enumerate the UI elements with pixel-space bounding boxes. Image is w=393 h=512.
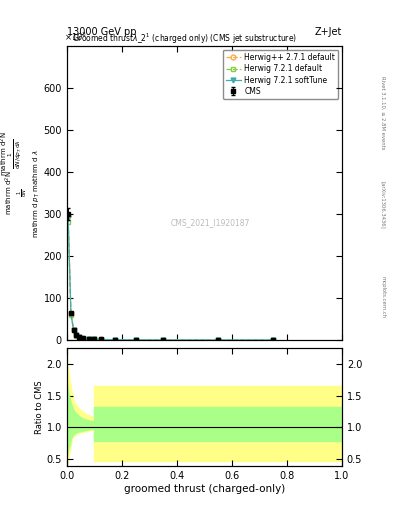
Herwig 7.2.1 default [133, 337, 138, 343]
Herwig 7.2.1 softTune [113, 336, 118, 343]
Herwig 7.2.1 default [113, 336, 118, 343]
Herwig++ 2.7.1 default [271, 337, 275, 343]
Herwig++ 2.7.1 default [99, 336, 104, 343]
Herwig++ 2.7.1 default [133, 337, 138, 343]
Herwig 7.2.1 softTune [72, 327, 76, 333]
Legend: Herwig++ 2.7.1 default, Herwig 7.2.1 default, Herwig 7.2.1 softTune, CMS: Herwig++ 2.7.1 default, Herwig 7.2.1 def… [223, 50, 338, 99]
Herwig 7.2.1 softTune [74, 332, 79, 338]
Herwig 7.2.1 default [68, 312, 73, 318]
Line: Herwig++ 2.7.1 default: Herwig++ 2.7.1 default [66, 214, 275, 343]
Herwig 7.2.1 default [77, 334, 82, 340]
Herwig 7.2.1 softTune [216, 337, 220, 343]
Herwig++ 2.7.1 default [72, 327, 76, 333]
Herwig 7.2.1 softTune [161, 337, 165, 343]
Herwig++ 2.7.1 default [66, 213, 71, 219]
Herwig++ 2.7.1 default [216, 337, 220, 343]
Herwig 7.2.1 softTune [133, 337, 138, 343]
Text: $\frac{1}{\mathrm{d}N/\mathrm{d}p_T\,\mathrm{d}\lambda}$: $\frac{1}{\mathrm{d}N/\mathrm{d}p_T\,\ma… [7, 138, 24, 169]
Herwig++ 2.7.1 default [68, 311, 73, 317]
Herwig 7.2.1 softTune [86, 336, 91, 342]
Herwig 7.2.1 softTune [81, 335, 86, 342]
Text: Rivet 3.1.10, ≥ 2.8M events: Rivet 3.1.10, ≥ 2.8M events [381, 76, 386, 150]
Herwig 7.2.1 default [99, 336, 104, 343]
Y-axis label: Ratio to CMS: Ratio to CMS [35, 380, 44, 434]
Herwig 7.2.1 default [92, 336, 97, 343]
Herwig 7.2.1 default [161, 337, 165, 343]
Text: Z+Jet: Z+Jet [314, 27, 342, 37]
Herwig 7.2.1 default [72, 327, 76, 333]
Herwig++ 2.7.1 default [113, 336, 118, 343]
Herwig 7.2.1 default [86, 336, 91, 342]
Herwig++ 2.7.1 default [92, 336, 97, 343]
Herwig 7.2.1 softTune [99, 336, 104, 343]
Text: Groomed thrust$\lambda\_2^1$ (charged only) (CMS jet substructure): Groomed thrust$\lambda\_2^1$ (charged on… [72, 32, 298, 46]
Herwig 7.2.1 softTune [66, 215, 71, 221]
Herwig 7.2.1 softTune [68, 311, 73, 317]
Herwig 7.2.1 softTune [92, 336, 97, 343]
Herwig 7.2.1 softTune [77, 334, 82, 340]
Line: Herwig 7.2.1 softTune: Herwig 7.2.1 softTune [66, 216, 275, 343]
Herwig++ 2.7.1 default [81, 335, 86, 342]
Text: $\times10^3$: $\times10^3$ [64, 31, 87, 43]
Text: [arXiv:1306.3436]: [arXiv:1306.3436] [381, 181, 386, 229]
Herwig 7.2.1 default [271, 337, 275, 343]
Herwig 7.2.1 default [66, 220, 71, 226]
Herwig++ 2.7.1 default [86, 336, 91, 342]
Text: mathrm d$^2$N: mathrm d$^2$N [0, 132, 9, 176]
Herwig++ 2.7.1 default [161, 337, 165, 343]
Text: 13000 GeV pp: 13000 GeV pp [67, 27, 136, 37]
Line: Herwig 7.2.1 default: Herwig 7.2.1 default [66, 220, 275, 343]
Herwig++ 2.7.1 default [74, 332, 79, 338]
Herwig 7.2.1 default [74, 333, 79, 339]
Herwig 7.2.1 softTune [271, 337, 275, 343]
Herwig 7.2.1 default [216, 337, 220, 343]
X-axis label: groomed thrust (charged-only): groomed thrust (charged-only) [124, 483, 285, 494]
Herwig++ 2.7.1 default [77, 334, 82, 340]
Text: CMS_2021_I1920187: CMS_2021_I1920187 [170, 218, 250, 227]
Y-axis label: mathrm d$^2$N
$\frac{1}{\mathrm{d}N}$
mathrm d $p_\mathrm{T}$ mathrm d $\lambda$: mathrm d$^2$N $\frac{1}{\mathrm{d}N}$ ma… [3, 148, 42, 238]
Text: mcplots.cern.ch: mcplots.cern.ch [381, 276, 386, 318]
Herwig 7.2.1 default [81, 335, 86, 342]
